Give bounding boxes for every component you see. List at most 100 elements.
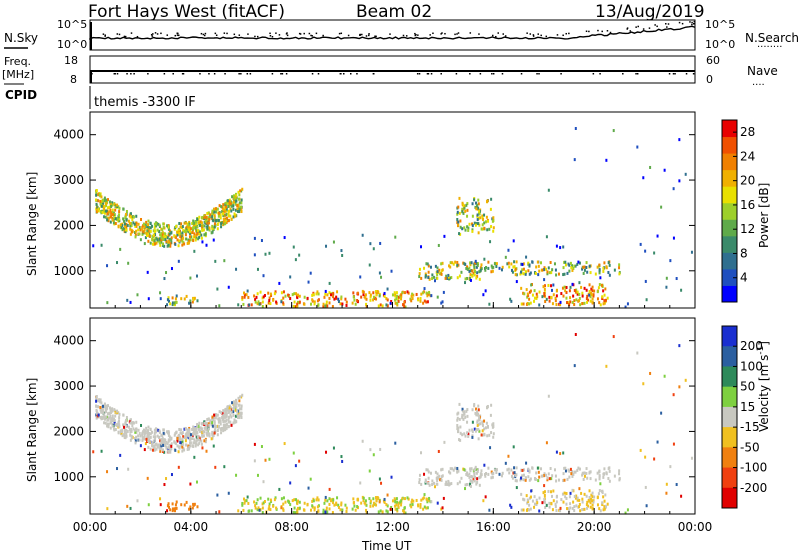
power-cell <box>602 269 605 273</box>
colorbar-cell <box>722 120 737 138</box>
power-cell <box>298 294 301 298</box>
power-cell <box>114 204 117 208</box>
velocity-cell <box>559 509 562 513</box>
velocity-cell <box>208 421 211 425</box>
power-cell <box>323 295 326 299</box>
velocity-cell <box>591 499 594 503</box>
velocity-cell <box>325 450 328 454</box>
velocity-cell <box>201 431 204 435</box>
power-cell <box>106 301 109 305</box>
power-cell <box>311 298 314 302</box>
power-cell <box>99 192 102 196</box>
velocity-cell <box>425 497 428 501</box>
power-cell <box>296 293 299 297</box>
power-cell <box>578 292 581 296</box>
power-cell <box>203 215 206 219</box>
velocity-cell <box>109 414 112 418</box>
velocity-cell <box>557 478 560 482</box>
velocity-cell <box>480 473 483 477</box>
x-tick-label: 12:00 <box>375 520 410 534</box>
power-cell <box>180 297 183 301</box>
velocity-cell <box>471 434 474 438</box>
velocity-cell <box>588 489 591 493</box>
power-cell <box>341 302 344 306</box>
velocity-cell <box>481 429 484 433</box>
power-cell <box>171 296 174 300</box>
velocity-cell <box>234 408 237 412</box>
velocity-cell <box>328 507 331 511</box>
velocity-cell <box>586 506 589 510</box>
velocity-cell <box>122 413 125 417</box>
velocity-cell <box>224 428 227 432</box>
velocity-cell <box>296 506 299 510</box>
velocity-cell <box>441 506 444 510</box>
power-cell <box>170 231 173 235</box>
power-cell <box>175 300 178 304</box>
power-cell <box>618 263 621 267</box>
velocity-cell <box>475 482 478 486</box>
power-cell <box>155 241 158 245</box>
velocity-cell <box>383 500 386 504</box>
noise-dot <box>606 30 609 32</box>
power-cell <box>583 265 586 269</box>
power-cell <box>296 296 299 300</box>
velocity-cell <box>437 449 440 453</box>
velocity-cell <box>356 505 359 509</box>
velocity-cell <box>100 449 103 453</box>
nave-dot <box>356 73 358 75</box>
velocity-cell <box>194 428 197 432</box>
power-cell <box>226 202 229 206</box>
velocity-cell <box>596 471 599 475</box>
velocity-cell <box>469 467 472 471</box>
velocity-cell <box>418 481 421 485</box>
power-cell <box>533 299 536 303</box>
velocity-cell <box>535 502 538 506</box>
y-tick-label: 1000 <box>53 470 84 484</box>
noise-dot <box>502 33 505 35</box>
velocity-cell <box>130 436 133 440</box>
velocity-cell <box>471 420 474 424</box>
power-cell <box>256 292 259 296</box>
power-cell <box>344 297 347 301</box>
velocity-cell <box>100 410 103 414</box>
power-cell <box>103 207 106 211</box>
noise-dot <box>402 34 405 37</box>
power-cell <box>213 210 216 214</box>
velocity-cell <box>99 405 102 409</box>
velocity-cell <box>216 413 219 417</box>
velocity-cell <box>114 423 117 427</box>
power-cell <box>359 275 362 279</box>
velocity-cell <box>227 491 230 495</box>
velocity-cell <box>234 403 237 407</box>
power-cell <box>181 225 184 229</box>
velocity-cell <box>491 423 494 427</box>
velocity-cell <box>665 482 668 486</box>
power-cell <box>559 300 562 304</box>
velocity-cell <box>364 502 367 506</box>
velocity-cell <box>487 466 490 470</box>
velocity-cell <box>514 479 517 483</box>
power-cell <box>100 195 103 199</box>
power-cell <box>578 281 581 285</box>
power-cell <box>602 302 605 306</box>
velocity-cell <box>254 504 257 508</box>
noise-dot <box>256 35 259 38</box>
power-cell <box>483 226 486 230</box>
power-cell <box>603 299 606 303</box>
power-cell <box>164 238 167 242</box>
velocity-cell <box>236 413 239 417</box>
velocity-cell <box>552 499 555 503</box>
colorbar-tick-label: 50 <box>740 380 755 394</box>
power-cell <box>575 288 578 292</box>
power-cell <box>550 271 553 275</box>
velocity-cell <box>375 497 378 501</box>
velocity-cell <box>298 506 301 510</box>
velocity-cell <box>159 449 162 453</box>
velocity-cell <box>562 500 565 504</box>
power-cell <box>231 195 234 199</box>
power-cell <box>574 126 577 130</box>
power-cell <box>316 290 319 294</box>
velocity-cell <box>397 504 400 508</box>
velocity-cell <box>472 477 475 481</box>
velocity-cell <box>212 444 215 448</box>
